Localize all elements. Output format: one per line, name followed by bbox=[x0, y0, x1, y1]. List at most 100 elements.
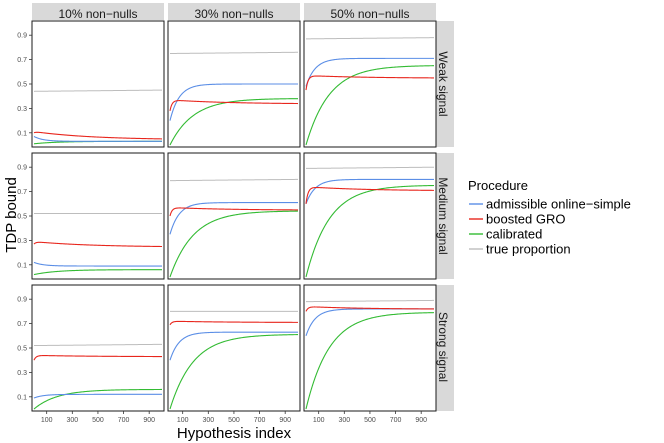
series-line-true bbox=[306, 166, 435, 169]
y-tick-label: 0.5 bbox=[17, 214, 27, 221]
series-line-boosted bbox=[169, 320, 298, 326]
panel-background bbox=[304, 153, 436, 279]
x-tick-label: 900 bbox=[279, 417, 291, 424]
series-line-calibrated bbox=[33, 388, 162, 410]
series-line-boosted bbox=[33, 131, 163, 140]
y-tick-label: 0.1 bbox=[17, 130, 27, 137]
x-tick-label: 500 bbox=[228, 417, 240, 424]
x-tick-label: 500 bbox=[92, 417, 104, 424]
series-line-admissible bbox=[305, 178, 434, 205]
x-tick-label: 500 bbox=[364, 417, 376, 424]
x-tick-label: 900 bbox=[143, 417, 155, 424]
series-line-boosted bbox=[169, 207, 299, 217]
series-line-calibrated bbox=[169, 210, 299, 278]
x-tick-label: 700 bbox=[254, 417, 266, 424]
panel-r1-c1: 0.1 0.3 0.5 0.7 0.9 bbox=[17, 20, 165, 148]
y-tick-label: 0.1 bbox=[17, 394, 27, 401]
panel-r3-c3: 100 300 500 700 900 bbox=[303, 284, 437, 424]
series-line-true bbox=[170, 178, 299, 182]
series-line-boosted bbox=[305, 75, 435, 91]
y-tick-label: 0.9 bbox=[17, 33, 27, 40]
row-strips: Weak signal Medium signal Strong signal bbox=[436, 51, 450, 382]
panel-r2-c2 bbox=[167, 152, 301, 280]
panel-background bbox=[168, 153, 300, 279]
panel-r1-c2 bbox=[167, 20, 301, 148]
row-strip-label-2: Medium signal bbox=[436, 177, 450, 254]
legend-label-admissible: admissible online−simple bbox=[486, 197, 631, 212]
y-tick-label: 0.9 bbox=[17, 165, 27, 172]
series-line-calibrated bbox=[33, 269, 162, 276]
series-line-calibrated bbox=[169, 334, 299, 410]
panel-background bbox=[32, 285, 164, 411]
y-tick-label: 0.1 bbox=[17, 262, 27, 269]
col-strip-label-2: 30% non−nulls bbox=[194, 7, 273, 21]
x-tick-label: 300 bbox=[202, 417, 214, 424]
y-tick-label: 0.3 bbox=[17, 238, 27, 245]
series-line-admissible bbox=[169, 202, 298, 235]
panel-r1-c3 bbox=[303, 20, 437, 148]
y-tick-label: 0.3 bbox=[17, 370, 27, 377]
panel-background bbox=[32, 153, 164, 279]
x-tick-label: 700 bbox=[390, 417, 402, 424]
x-tick-label: 100 bbox=[313, 417, 325, 424]
row-strip-bg-1 bbox=[436, 21, 454, 147]
series-line-true bbox=[34, 89, 163, 92]
panel-r2-c1: 0.1 0.3 0.5 0.7 0.9 bbox=[17, 152, 165, 280]
y-tick-label: 0.9 bbox=[17, 297, 27, 304]
col-strip-label-3: 50% non−nulls bbox=[330, 7, 409, 21]
series-line-admissible bbox=[169, 331, 298, 361]
series-line-admissible bbox=[305, 57, 434, 87]
panel-r2-c3 bbox=[303, 152, 437, 280]
panels-layer: 0.10.30.50.70.90.10.30.50.70.90.10.30.50… bbox=[17, 3, 454, 424]
series-line-admissible bbox=[33, 261, 162, 267]
y-axis-title: TDP bound bbox=[3, 177, 20, 253]
series-line-boosted bbox=[305, 186, 435, 204]
row-strip-label-1: Weak signal bbox=[436, 51, 450, 116]
panel-border bbox=[167, 20, 301, 148]
x-axis-title: Hypothesis index bbox=[177, 425, 292, 442]
series-line-true bbox=[306, 299, 435, 303]
panel-border bbox=[303, 20, 437, 148]
col-strip-label-1: 10% non−nulls bbox=[58, 7, 137, 21]
row-strip-bg-3 bbox=[436, 285, 454, 411]
y-tick-label: 0.3 bbox=[17, 106, 27, 113]
panel-r3-c1: 0.1 0.3 0.5 0.7 0.9 100 300 500 700 900 bbox=[17, 284, 165, 424]
series-line-boosted bbox=[305, 306, 435, 312]
panel-background bbox=[32, 21, 164, 147]
x-tick-label: 300 bbox=[338, 417, 350, 424]
series-line-boosted bbox=[169, 100, 299, 111]
legend-label-true-proportion: true proportion bbox=[486, 242, 571, 257]
x-tick-label: 700 bbox=[118, 417, 130, 424]
column-strips: 10% non−nulls 30% non−nulls 50% non−null… bbox=[58, 7, 409, 21]
col-strip-bg-2 bbox=[168, 3, 300, 20]
y-tick-label: 0.7 bbox=[17, 57, 27, 64]
panel-background bbox=[304, 21, 436, 147]
series-line-true bbox=[34, 343, 163, 347]
series-line-true bbox=[170, 51, 299, 54]
legend: Procedure admissible online−simple boost… bbox=[468, 178, 631, 257]
series-line-calibrated bbox=[305, 312, 435, 410]
panel-border bbox=[167, 152, 301, 280]
x-tick-label: 900 bbox=[415, 417, 427, 424]
x-tick-label: 100 bbox=[177, 417, 189, 424]
panel-background bbox=[304, 285, 436, 411]
y-tick-label: 0.7 bbox=[17, 189, 27, 196]
series-line-calibrated bbox=[169, 98, 299, 146]
y-tick-label: 0.7 bbox=[17, 321, 27, 328]
strip-backgrounds bbox=[32, 3, 454, 411]
x-tick-label: 300 bbox=[66, 417, 78, 424]
panel-border bbox=[303, 152, 437, 280]
x-tick-label: 100 bbox=[41, 417, 53, 424]
legend-label-boosted: boosted GRO bbox=[486, 212, 566, 227]
legend-title: Procedure bbox=[468, 178, 528, 193]
y-tick-label: 0.5 bbox=[17, 346, 27, 353]
col-strip-bg-3 bbox=[304, 3, 436, 20]
series-line-boosted bbox=[33, 355, 162, 361]
series-line-admissible bbox=[33, 393, 162, 399]
row-strip-label-3: Strong signal bbox=[436, 312, 450, 382]
row-strip-bg-2 bbox=[436, 153, 454, 279]
y-tick-label: 0.5 bbox=[17, 82, 27, 89]
series-line-boosted bbox=[33, 241, 163, 248]
series-line-true bbox=[306, 37, 435, 40]
